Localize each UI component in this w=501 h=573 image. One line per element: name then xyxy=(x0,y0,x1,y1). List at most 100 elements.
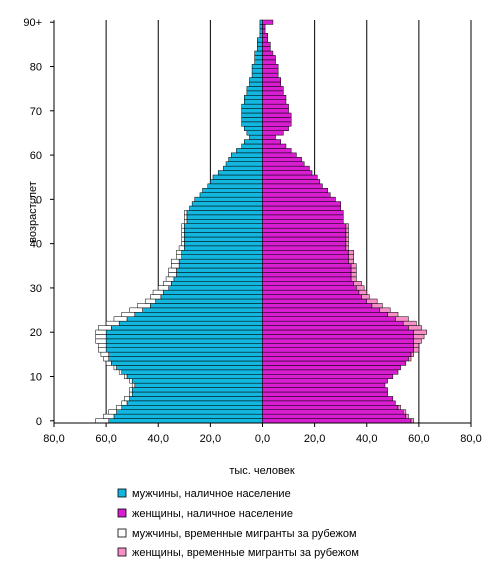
bar-male-resident xyxy=(184,223,263,229)
bar-female-resident xyxy=(262,28,266,34)
bar-male-resident xyxy=(230,152,263,158)
bar-male-migrant xyxy=(105,320,120,326)
bar-female-resident xyxy=(262,387,388,393)
bar-male-migrant xyxy=(171,258,180,264)
bar-male-resident xyxy=(134,382,263,388)
legend: мужчины, наличное население женщины, нали… xyxy=(117,488,359,559)
bar-female-resident xyxy=(262,81,281,87)
bar-male-resident xyxy=(168,285,263,291)
bar-female-resident xyxy=(262,24,266,30)
bar-female-resident xyxy=(262,64,279,69)
bar-male-migrant xyxy=(124,374,128,379)
bar-female-resident xyxy=(262,72,279,78)
bar-male-resident xyxy=(241,143,263,149)
bar-male-resident xyxy=(105,329,263,335)
bar-female-resident xyxy=(262,413,407,419)
bar-male-resident xyxy=(254,59,263,65)
y-tick-label: 20 xyxy=(30,327,42,339)
x-tick-label: 40,0 xyxy=(356,433,377,445)
bar-female-resident xyxy=(262,37,268,43)
x-tick-label: 80,0 xyxy=(43,433,64,445)
bar-male-migrant xyxy=(121,400,128,406)
bar-male-migrant xyxy=(129,387,133,393)
bar-female-resident xyxy=(262,59,276,65)
bar-male-migrant xyxy=(176,254,182,260)
legend-swatch xyxy=(117,488,127,498)
bar-female-resident xyxy=(262,281,354,286)
bar-male-migrant xyxy=(118,369,123,375)
bar-male-resident xyxy=(184,245,263,251)
y-tick-label: 40 xyxy=(30,239,42,251)
legend-swatch xyxy=(117,547,127,557)
bar-female-resident xyxy=(262,418,412,424)
bar-female-migrant xyxy=(402,409,407,415)
bar-male-migrant xyxy=(121,312,136,317)
bar-male-resident xyxy=(241,103,263,109)
bar-female-resident xyxy=(262,205,341,211)
bar-female-resident xyxy=(262,250,349,255)
bar-male-resident xyxy=(236,148,263,154)
bar-female-migrant xyxy=(410,418,414,424)
y-axis-title: возраст, лет xyxy=(27,181,39,243)
bar-female-resident xyxy=(262,320,404,326)
bar-female-resident xyxy=(262,298,367,304)
bar-male-resident xyxy=(223,165,263,171)
bar-female-migrant xyxy=(350,272,357,278)
bar-male-resident xyxy=(105,338,263,344)
bar-female-resident xyxy=(262,267,352,273)
bar-female-migrant xyxy=(345,245,349,251)
bar-female-resident xyxy=(262,351,412,357)
x-tick-label: 20,0 xyxy=(200,433,221,445)
bar-male-migrant xyxy=(113,365,117,371)
bar-male-resident xyxy=(251,72,263,78)
bar-male-resident xyxy=(121,369,263,375)
bar-female-resident xyxy=(262,214,344,220)
bar-male-migrant xyxy=(124,396,130,402)
bar-male-resident xyxy=(246,130,263,136)
bar-male-migrant xyxy=(95,338,107,344)
bar-male-resident xyxy=(254,55,263,61)
bar-male-resident xyxy=(178,258,263,264)
bar-female-resident xyxy=(262,365,401,371)
bar-male-migrant xyxy=(152,289,164,295)
bar-female-resident xyxy=(262,188,328,193)
bar-male-resident xyxy=(186,214,263,220)
bar-male-resident xyxy=(121,405,263,410)
bar-male-migrant xyxy=(181,223,185,229)
bar-female-migrant xyxy=(387,312,399,317)
y-tick-label: 0 xyxy=(36,416,42,428)
bar-male-resident xyxy=(244,99,263,105)
bar-female-resident xyxy=(262,174,318,180)
bar-female-resident xyxy=(262,312,388,317)
y-tick-label: 50 xyxy=(30,194,42,206)
bar-female-resident xyxy=(262,143,287,149)
bar-female-resident xyxy=(262,405,399,410)
bar-female-resident xyxy=(262,165,310,171)
y-tick-label: 70 xyxy=(30,106,42,118)
bar-female-resident xyxy=(262,258,349,264)
bar-female-resident xyxy=(262,148,292,154)
bar-male-resident xyxy=(194,196,263,202)
bar-female-resident xyxy=(262,183,323,189)
bar-female-resident xyxy=(262,139,281,145)
bar-male-resident xyxy=(181,250,263,255)
bar-female-migrant xyxy=(371,303,383,309)
bar-female-migrant xyxy=(348,254,354,260)
bar-female-resident xyxy=(262,369,399,375)
bar-male-migrant xyxy=(95,329,107,335)
bar-female-resident xyxy=(262,50,274,56)
bar-male-resident xyxy=(142,307,263,313)
legend-label: мужчины, наличное население xyxy=(132,488,291,500)
bar-female-resident xyxy=(262,232,347,238)
bar-male-migrant xyxy=(181,241,185,247)
bar-female-resident xyxy=(262,126,289,131)
bar-male-resident xyxy=(207,183,263,189)
bar-female-resident xyxy=(262,263,352,269)
bar-female-resident xyxy=(262,378,388,384)
bar-male-resident xyxy=(108,418,263,424)
bar-male-resident xyxy=(171,281,263,286)
bar-female-resident xyxy=(262,161,305,167)
bar-female-resident xyxy=(262,99,287,105)
bar-female-resident xyxy=(262,374,394,379)
bar-female-migrant xyxy=(345,232,349,238)
